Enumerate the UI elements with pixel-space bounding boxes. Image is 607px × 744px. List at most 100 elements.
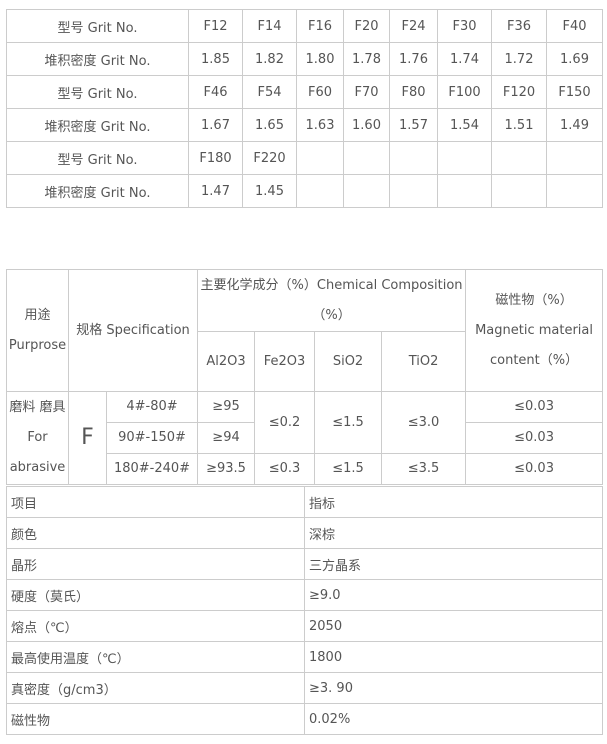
table-row: 晶形 三方晶系 [6,548,603,580]
table-cell: F60 [296,75,344,109]
table-row: 堆积密度 Grit No. 1.47 1.45 [6,174,603,208]
property-value: 0.02% [304,703,603,735]
chem-header: 主要化学成分（%）Chemical Composition（%） [197,269,467,332]
sio2-cell: ≤1.5 [314,453,383,485]
table-cell: 1.54 [437,108,492,142]
table-row: 堆积密度 Grit No. 1.85 1.82 1.80 1.78 1.76 1.74 1.7… [6,42,603,76]
table-cell [296,174,344,208]
fe2o3-cell: ≤0.3 [254,453,316,485]
table-cell: 1.67 [188,108,243,142]
property-value: 深棕 [304,517,603,549]
table-cell: 1.72 [491,42,547,76]
table-cell: 1.45 [242,174,297,208]
table-cell: F24 [389,9,438,43]
table-cell [437,141,492,175]
chemical-composition-table: 用途 Purprose 规格 Specification 主要化学成分（%）Ch… [6,269,604,485]
property-name: 硬度（莫氏） [6,579,305,611]
grade-cell: F [68,391,107,485]
property-value: 三方晶系 [304,548,603,580]
table-cell: F80 [389,75,438,109]
grit-density-table: 型号 Grit No. F12 F14 F16 F20 F24 F30 F36 F40 堆积密度 … [6,9,603,208]
table-cell [546,141,603,175]
table-cell: F70 [343,75,390,109]
table-cell: 1.69 [546,42,603,76]
magnetic-header: 磁性物（%）Magnetic material content（%） [465,269,604,392]
property-name: 最高使用温度（℃） [6,641,305,673]
sio2-header: SiO2 [314,331,383,392]
table-cell: 1.85 [188,42,243,76]
table-cell [343,141,390,175]
property-value: 2050 [304,610,603,642]
property-value: ≥3. 90 [304,672,603,704]
table-cell: 1.78 [343,42,390,76]
table-cell [343,174,390,208]
property-name: 项目 [6,486,305,518]
table-cell: F220 [242,141,297,175]
table-row: 真密度（g/cm3） ≥3. 90 [6,672,603,704]
table-cell: F54 [242,75,297,109]
table-cell: F20 [343,9,390,43]
table-cell [491,174,547,208]
table-row: 硬度（莫氏） ≥9.0 [6,579,603,611]
table-cell: 1.65 [242,108,297,142]
spec-cell: 90#-150# [105,422,199,454]
spec-cell: 4#-80# [105,391,199,423]
tio2-cell: ≤3.0 [381,391,467,454]
row-label: 型号 Grit No. [6,9,189,43]
table-cell [296,141,344,175]
property-value: 1800 [304,641,603,673]
table-cell: 1.82 [242,42,297,76]
table-cell: F36 [491,9,547,43]
table-cell: 1.47 [188,174,243,208]
table-cell [389,141,438,175]
sio2-cell: ≤1.5 [314,391,383,454]
table-row: 型号 Grit No. F180 F220 [6,141,603,175]
al2o3-cell: ≥94 [197,422,256,454]
purpose-cell: 磨料 磨具 For abrasive [6,391,69,485]
table-cell: 1.57 [389,108,438,142]
table-row: 型号 Grit No. F12 F14 F16 F20 F24 F30 F36 F40 [6,9,603,43]
table-cell: 1.63 [296,108,344,142]
table-row: 型号 Grit No. F46 F54 F60 F70 F80 F100 F120 F150 [6,75,603,109]
tio2-header: TiO2 [381,331,467,392]
table-cell: F180 [188,141,243,175]
table-cell: F40 [546,9,603,43]
property-name: 熔点（℃） [6,610,305,642]
row-label: 堆积密度 Grit No. [6,108,189,142]
table-cell: 1.74 [437,42,492,76]
table-row: 磁性物 0.02% [6,703,603,735]
property-name: 颜色 [6,517,305,549]
magnetic-cell: ≤0.03 [465,422,604,454]
table-row: 最高使用温度（℃） 1800 [6,641,603,673]
table-cell: F150 [546,75,603,109]
row-label: 堆积密度 Grit No. [6,174,189,208]
al2o3-cell: ≥95 [197,391,256,423]
table-cell [491,141,547,175]
table-cell: F12 [188,9,243,43]
table-row: 堆积密度 Grit No. 1.67 1.65 1.63 1.60 1.57 1.54 1.5… [6,108,603,142]
row-label: 型号 Grit No. [6,75,189,109]
purpose-header: 用途 Purprose [6,269,69,392]
tio2-cell: ≤3.5 [381,453,467,485]
table-cell: 1.76 [389,42,438,76]
table-cell: 1.49 [546,108,603,142]
table-cell [437,174,492,208]
fe2o3-cell: ≤0.2 [254,391,316,454]
fe2o3-header: Fe2O3 [254,331,316,392]
properties-table: 项目 指标 颜色 深棕 晶形 三方晶系 硬度（莫氏） ≥9.0 熔点（℃） 2050 最高使用温度（… [6,486,603,735]
row-label: 型号 Grit No. [6,141,189,175]
table-cell [546,174,603,208]
al2o3-header: Al2O3 [197,331,256,392]
property-value: ≥9.0 [304,579,603,611]
property-name: 磁性物 [6,703,305,735]
table-cell: F30 [437,9,492,43]
table-cell: F14 [242,9,297,43]
spec-cell: 180#-240# [105,453,199,485]
magnetic-cell: ≤0.03 [465,453,604,485]
spec-header: 规格 Specification [67,269,199,392]
table-cell: F16 [296,9,344,43]
table-cell [389,174,438,208]
row-label: 堆积密度 Grit No. [6,42,189,76]
table-cell: 1.51 [491,108,547,142]
al2o3-cell: ≥93.5 [197,453,256,485]
